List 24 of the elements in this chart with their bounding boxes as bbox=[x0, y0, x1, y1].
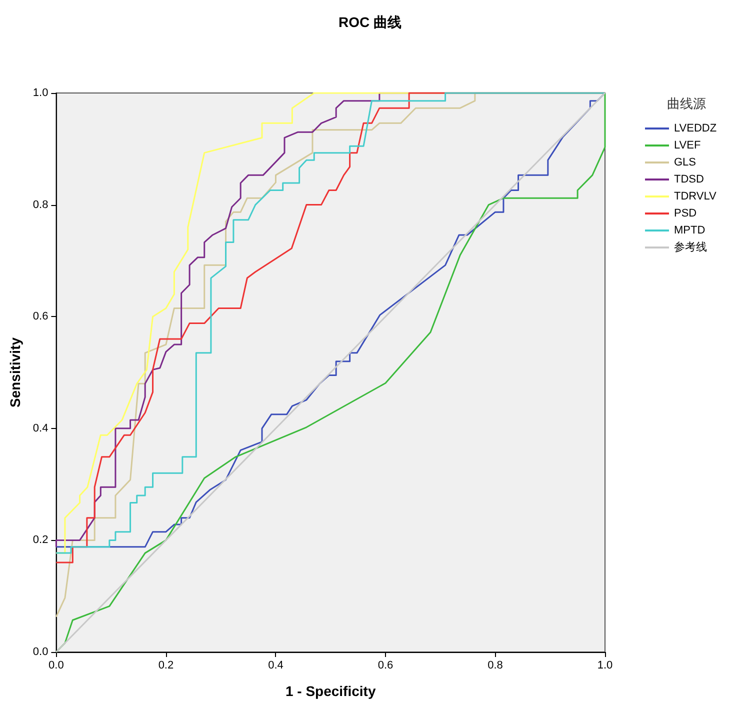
x-tick-label: 0.2 bbox=[158, 660, 174, 672]
legend-title: 曲线源 bbox=[667, 97, 706, 112]
legend-label: MPTD bbox=[674, 224, 706, 236]
chart-title: ROC 曲线 bbox=[338, 14, 402, 30]
y-tick-label: 0.6 bbox=[32, 310, 48, 323]
legend-label: PSD bbox=[674, 208, 697, 220]
x-tick-label: 0.6 bbox=[378, 660, 394, 672]
x-tick-label: 0.4 bbox=[268, 660, 284, 672]
y-tick-label: 0.2 bbox=[32, 534, 48, 546]
y-tick-label: 0.4 bbox=[32, 422, 48, 434]
legend-label: LVEDDZ bbox=[674, 122, 717, 134]
legend-label: LVEF bbox=[674, 140, 701, 152]
x-tick-label: 0.8 bbox=[488, 660, 503, 672]
x-tick-label: 1.0 bbox=[597, 660, 613, 672]
y-tick-label: 0.0 bbox=[32, 646, 48, 658]
legend-label: 参考线 bbox=[674, 240, 707, 254]
x-axis-title: 1 - Specificity bbox=[285, 683, 376, 699]
x-tick-label: 0.0 bbox=[48, 660, 64, 672]
y-tick-label: 0.8 bbox=[32, 198, 48, 211]
y-tick-label: 1.0 bbox=[32, 87, 48, 99]
legend-label: TDRVLV bbox=[674, 190, 718, 202]
legend-label: TDSD bbox=[674, 174, 704, 186]
legend-label: GLS bbox=[674, 156, 696, 168]
y-axis-title: Sensitivity bbox=[7, 337, 23, 408]
